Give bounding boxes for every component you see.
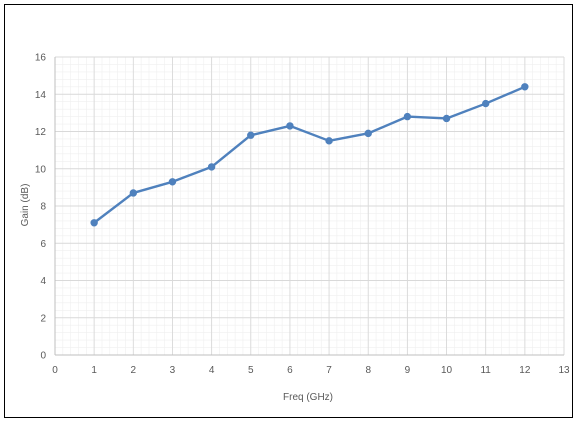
x-tick-labels: 0 1 2 3 4 5 6 7 8 9 10 11 12 13	[52, 365, 570, 376]
data-point	[364, 129, 372, 138]
x-tick-label: 8	[365, 365, 371, 376]
data-point	[325, 137, 333, 145]
x-tick-label: 4	[209, 365, 215, 376]
x-tick-label: 2	[131, 365, 137, 376]
y-tick-labels: 0 2 4 6 8 10 12 14 16	[35, 53, 47, 362]
data-point	[207, 163, 216, 171]
x-axis-title: Freq (GHz)	[283, 392, 333, 403]
data-point	[521, 83, 529, 91]
x-tick-label: 12	[519, 365, 531, 376]
x-tick-label: 5	[248, 365, 254, 376]
series-layer	[90, 83, 529, 227]
chart-frame	[4, 4, 573, 418]
x-tick-label: 13	[558, 365, 570, 376]
x-tick-label: 9	[405, 365, 411, 376]
y-tick-label: 6	[40, 239, 46, 250]
y-tick-label: 16	[35, 53, 47, 64]
x-tick-label: 6	[287, 365, 293, 376]
y-tick-label: 4	[40, 276, 46, 287]
data-point	[481, 99, 490, 108]
y-tick-label: 10	[35, 164, 47, 175]
x-tick-label: 3	[170, 365, 176, 376]
data-point	[403, 112, 412, 121]
x-tick-label: 10	[441, 365, 453, 376]
axes	[54, 57, 564, 356]
data-point	[90, 219, 98, 227]
y-tick-label: 14	[35, 90, 47, 101]
y-tick-label: 0	[40, 351, 46, 362]
x-tick-label: 7	[326, 365, 332, 376]
data-point	[247, 131, 255, 139]
x-tick-label: 1	[91, 365, 97, 376]
y-axis-title: Gain (dB)	[20, 184, 31, 227]
y-tick-label: 12	[35, 127, 47, 138]
data-point	[286, 122, 294, 130]
y-tick-label: 2	[40, 313, 46, 324]
x-tick-label: 0	[52, 365, 58, 376]
y-tick-label: 8	[40, 202, 46, 213]
data-point	[168, 178, 177, 186]
data-point	[442, 114, 451, 123]
x-tick-label: 11	[480, 365, 491, 376]
data-point	[129, 189, 138, 197]
series-line	[92, 85, 527, 224]
